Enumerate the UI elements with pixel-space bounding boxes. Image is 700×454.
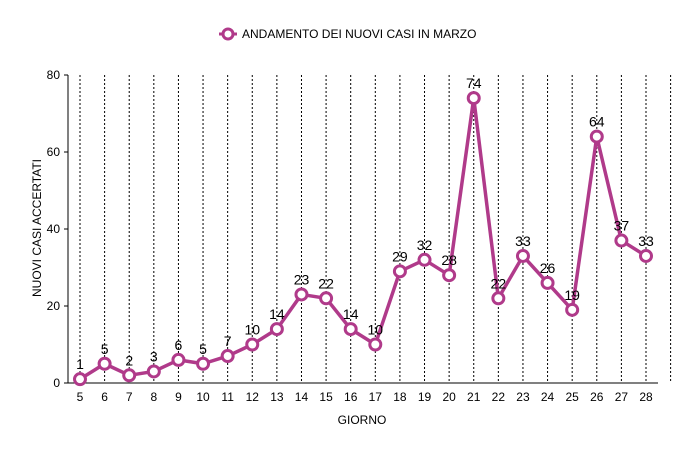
y-axis-ticks: 0 20 40 60 80 <box>47 68 68 390</box>
x-tick-label: 24 <box>541 390 555 404</box>
x-tick-label: 26 <box>590 390 604 404</box>
data-point <box>245 337 260 352</box>
x-axis-title: GIORNO <box>338 413 387 427</box>
data-point <box>368 337 383 352</box>
data-label: 22 <box>491 275 507 291</box>
data-point <box>639 248 653 263</box>
x-tick-label: 16 <box>344 390 358 404</box>
data-label: 22 <box>318 275 334 291</box>
data-label: 33 <box>515 233 531 249</box>
x-tick-label: 20 <box>442 390 456 404</box>
data-point <box>146 364 161 379</box>
data-point <box>466 91 481 106</box>
data-point <box>491 291 506 306</box>
data-label: 19 <box>564 287 580 303</box>
x-tick-label: 21 <box>467 390 481 404</box>
x-tick-label: 10 <box>196 390 210 404</box>
data-label: 10 <box>368 322 384 338</box>
data-label: 7 <box>224 333 232 349</box>
y-tick-label: 80 <box>47 68 61 82</box>
data-label: 1 <box>76 356 84 372</box>
data-label: 2 <box>125 352 133 368</box>
data-label: 28 <box>441 252 457 268</box>
data-label: 3 <box>150 348 158 364</box>
x-tick-label: 27 <box>615 390 629 404</box>
x-tick-label: 12 <box>246 390 260 404</box>
series-line <box>79 96 647 381</box>
y-tick-label: 0 <box>53 376 60 390</box>
x-tick-label: 19 <box>418 390 432 404</box>
x-tick-label: 14 <box>295 390 309 404</box>
data-label: 64 <box>589 114 605 130</box>
legend: ANDAMENTO DEI NUOVI CASI IN MARZO <box>219 27 476 41</box>
data-label: 74 <box>466 75 482 91</box>
legend-marker <box>221 27 235 41</box>
x-tick-label: 9 <box>175 390 182 404</box>
y-axis-title: NUOVI CASI ACCERTATI <box>30 159 44 297</box>
data-point <box>589 129 604 144</box>
data-label: 6 <box>175 337 183 353</box>
x-tick-label: 17 <box>369 390 383 404</box>
data-point <box>220 349 235 364</box>
x-tick-label: 22 <box>492 390 506 404</box>
x-tick-label: 23 <box>516 390 530 404</box>
data-label: 29 <box>392 248 408 264</box>
x-tick-label: 11 <box>221 390 234 404</box>
data-point <box>97 356 112 371</box>
data-point <box>515 248 530 263</box>
data-point <box>294 287 309 302</box>
x-tick-label: 15 <box>319 390 333 404</box>
data-point <box>343 322 358 337</box>
data-label: 33 <box>638 233 654 249</box>
data-label: 5 <box>199 341 207 357</box>
gridlines <box>79 75 672 383</box>
data-label: 5 <box>101 341 109 357</box>
y-tick-label: 60 <box>47 145 61 159</box>
data-label: 14 <box>343 306 359 322</box>
data-point <box>392 264 407 279</box>
data-label: 26 <box>540 260 556 276</box>
x-tick-label: 25 <box>565 390 579 404</box>
y-tick-label: 20 <box>47 299 61 313</box>
x-tick-label: 7 <box>126 390 133 404</box>
data-label: 32 <box>417 237 433 253</box>
data-point <box>171 352 186 367</box>
y-tick-label: 40 <box>47 222 61 236</box>
series-line-group <box>73 91 653 387</box>
x-tick-label: 8 <box>150 390 157 404</box>
data-point <box>319 291 334 306</box>
x-tick-label: 28 <box>639 390 653 404</box>
data-point <box>540 275 555 290</box>
data-point <box>565 302 580 317</box>
x-tick-label: 13 <box>270 390 284 404</box>
x-tick-label: 6 <box>101 390 108 404</box>
legend-label: ANDAMENTO DEI NUOVI CASI IN MARZO <box>242 27 476 41</box>
data-point <box>122 368 137 383</box>
x-tick-label: 18 <box>393 390 407 404</box>
data-point <box>196 356 211 371</box>
x-tick-label: 5 <box>77 390 84 404</box>
data-label: 23 <box>294 271 310 287</box>
data-point <box>614 233 629 248</box>
data-label: 10 <box>244 322 260 338</box>
data-point <box>442 268 457 283</box>
data-point <box>73 372 87 387</box>
data-point <box>269 322 284 337</box>
data-point <box>417 252 432 267</box>
data-label: 14 <box>269 306 285 322</box>
data-label: 37 <box>614 218 630 234</box>
x-axis-ticks: 5 6 7 8 9 10 11 12 13 14 15 16 17 18 19 20 21 22 23 24 25 26 2… <box>77 390 653 404</box>
